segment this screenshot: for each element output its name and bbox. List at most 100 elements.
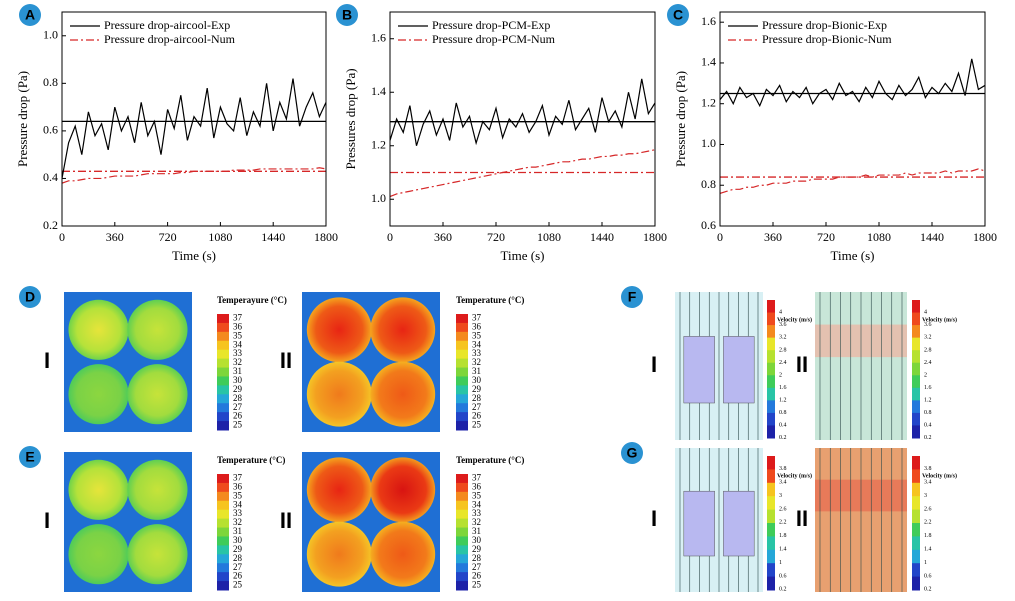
panel-label: G <box>627 445 638 461</box>
colorbar-cell <box>217 554 229 564</box>
colorbar-tick: 1.2 <box>779 397 787 403</box>
colorbar-cell <box>456 403 468 413</box>
colorbar-cell <box>456 491 468 502</box>
colorbar-tick: 26 <box>233 571 243 581</box>
data-line <box>390 149 655 198</box>
cell <box>127 459 188 520</box>
colorbar-cell <box>912 469 920 484</box>
colorbar-cell <box>217 527 229 537</box>
colorbar-cell <box>217 367 229 377</box>
colorbar-tick: 1.6 <box>779 385 787 391</box>
x-tick-label: 0 <box>59 230 65 244</box>
colorbar-tick: 30 <box>233 375 243 385</box>
x-tick-label: 1440 <box>590 230 614 244</box>
colorbar-cell <box>912 412 920 426</box>
x-tick-label: 1800 <box>643 230 667 244</box>
panel-badge <box>19 286 41 308</box>
colorbar-cell <box>456 367 468 377</box>
colorbar-cell <box>217 349 229 360</box>
colorbar-tick: 2.2 <box>779 520 787 526</box>
cell <box>68 524 129 585</box>
panel-label: B <box>342 7 352 23</box>
colorbar-cell <box>767 576 775 591</box>
colorbar-cell <box>217 394 229 404</box>
x-tick-label: 0 <box>387 230 393 244</box>
colorbar-cell <box>912 300 920 314</box>
colorbar-cell <box>456 536 468 546</box>
colorbar-tick: 30 <box>233 535 243 545</box>
cell <box>306 521 372 587</box>
colorbar-cell <box>912 312 920 326</box>
colorbar-cell <box>456 500 468 511</box>
colorbar-title: Temperature (°C) <box>217 455 285 465</box>
x-axis-title: Time (s) <box>831 248 875 263</box>
x-tick-label: 1080 <box>867 230 891 244</box>
colorbar-cell <box>217 412 229 422</box>
colorbar-tick: 2.8 <box>779 347 787 353</box>
plot-frame <box>389 11 656 227</box>
legend-label: Pressure drop-aircool-Num <box>104 32 236 46</box>
colorbar-cell <box>767 425 775 439</box>
colorbar-cell <box>217 581 229 591</box>
colorbar-tick: 36 <box>233 321 243 331</box>
colorbar-cell <box>217 491 229 502</box>
x-tick-label: 720 <box>817 230 835 244</box>
colorbar-tick: 0.4 <box>779 423 787 429</box>
x-tick-label: 720 <box>159 230 177 244</box>
colorbar-cell <box>456 322 468 333</box>
colorbar-tick: 25 <box>472 580 482 590</box>
y-axis-title: Pressure drop (Pa) <box>15 71 30 167</box>
colorbar-tick: 26 <box>472 571 482 581</box>
colorbar-tick: 1 <box>779 560 782 566</box>
colorbar-tick: 2.6 <box>924 506 932 512</box>
colorbar-tick: 37 <box>233 313 243 323</box>
colorbar-tick: 28 <box>472 553 482 563</box>
colorbar-tick: 0.2 <box>924 435 932 441</box>
colorbar-cell <box>456 482 468 493</box>
colorbar-tick: 37 <box>233 473 243 483</box>
colorbar-tick: 0.6 <box>779 573 787 579</box>
colorbar-tick: 36 <box>472 481 482 491</box>
cell-block <box>683 336 715 404</box>
data-line <box>390 78 655 146</box>
colorbar-tick: 37 <box>472 473 482 483</box>
cell <box>306 361 372 427</box>
colorbar-tick: 27 <box>233 562 243 572</box>
colorbar-tick: 2 <box>924 372 927 378</box>
colorbar-cell <box>767 496 775 511</box>
roman-label: II <box>796 352 808 377</box>
colorbar-cell <box>912 496 920 511</box>
colorbar-tick: 3.2 <box>779 335 787 341</box>
colorbar-cell <box>217 482 229 493</box>
colorbar-tick: 35 <box>233 330 243 340</box>
colorbar-tick: 34 <box>233 339 243 349</box>
roman-label: I <box>44 508 50 533</box>
colorbar-tick: 35 <box>472 330 482 340</box>
legend-label: Pressure drop-PCM-Num <box>432 32 556 46</box>
y-axis-title: Pressure drop (Pa) <box>673 71 688 167</box>
colorbar-cell <box>456 581 468 591</box>
cell <box>127 364 188 425</box>
x-tick-label: 0 <box>717 230 723 244</box>
y-tick-label: 0.8 <box>701 177 716 191</box>
plot-frame <box>719 11 986 227</box>
colorbar-tick: 3.4 <box>924 479 932 485</box>
colorbar-tick: 27 <box>472 562 482 572</box>
roman-label: I <box>651 352 657 377</box>
colorbar-tick: 35 <box>472 490 482 500</box>
cell <box>68 459 129 520</box>
colorbar-cell <box>217 331 229 342</box>
y-tick-label: 1.2 <box>701 95 716 109</box>
colorbar-tick: 32 <box>472 517 481 527</box>
colorbar-cell <box>767 563 775 578</box>
colorbar-tick: 35 <box>233 490 243 500</box>
y-tick-label: 0.2 <box>43 218 58 232</box>
y-tick-label: 1.0 <box>701 136 716 150</box>
colorbar-cell <box>217 385 229 395</box>
colorbar-cell <box>456 509 468 520</box>
colorbar-cell <box>912 362 920 376</box>
colorbar-cell <box>456 394 468 404</box>
colorbar-cell <box>912 325 920 339</box>
colorbar-cell <box>767 387 775 401</box>
